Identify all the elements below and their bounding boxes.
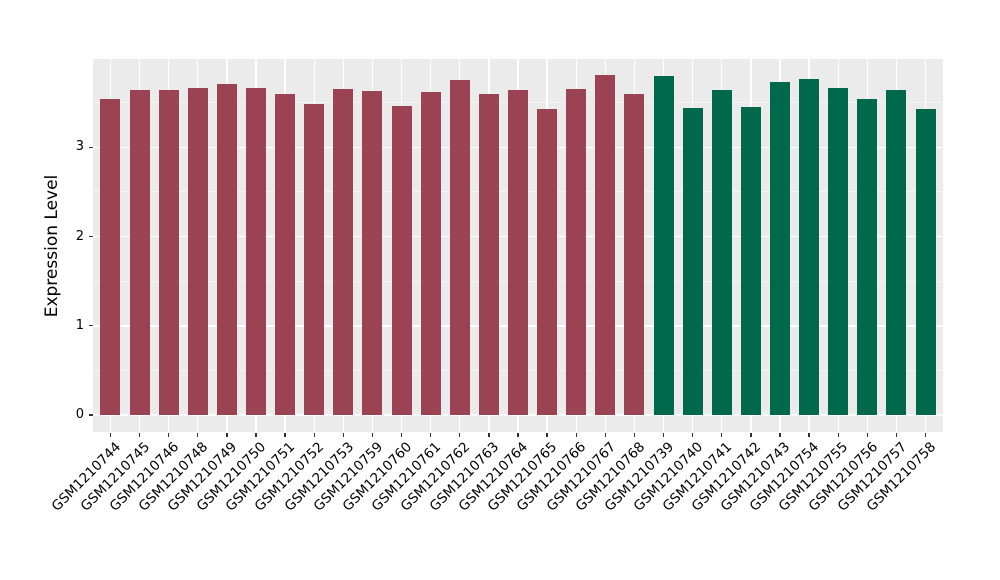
y-tick-label-1: 1 bbox=[75, 317, 84, 333]
bar-GSM1210764 bbox=[508, 90, 528, 416]
bar-GSM1210759 bbox=[362, 91, 383, 416]
x-tick-mark-GSM1210767 bbox=[604, 433, 606, 437]
x-tick-mark-GSM1210744 bbox=[109, 433, 112, 437]
bar-GSM1210753 bbox=[333, 89, 354, 416]
bar-GSM1210763 bbox=[478, 93, 499, 416]
y-tick-mark-2 bbox=[89, 235, 93, 238]
bar-GSM1210760 bbox=[391, 106, 412, 416]
x-tick-mark-GSM1210761 bbox=[430, 433, 432, 437]
x-tick-mark-GSM1210757 bbox=[895, 433, 898, 437]
x-tick-mark-GSM1210741 bbox=[721, 433, 723, 437]
bar-GSM1210761 bbox=[420, 92, 441, 416]
x-tick-mark-GSM1210755 bbox=[837, 433, 839, 437]
bar-GSM1210767 bbox=[595, 75, 616, 416]
bar-GSM1210743 bbox=[769, 82, 790, 416]
bar-GSM1210744 bbox=[100, 99, 121, 416]
bar-GSM1210758 bbox=[915, 108, 936, 416]
bar-GSM1210749 bbox=[216, 83, 237, 416]
x-tick-mark-GSM1210742 bbox=[750, 433, 752, 437]
x-tick-mark-GSM1210743 bbox=[779, 433, 781, 437]
x-tick-mark-GSM1210754 bbox=[808, 433, 810, 437]
x-tick-mark-GSM1210745 bbox=[138, 433, 141, 437]
bar-GSM1210742 bbox=[740, 107, 761, 416]
x-tick-mark-GSM1210748 bbox=[197, 433, 199, 437]
y-tick-mark-0 bbox=[89, 414, 93, 416]
bar-GSM1210762 bbox=[449, 79, 470, 416]
x-tick-mark-GSM1210763 bbox=[488, 433, 490, 437]
x-tick-mark-GSM1210768 bbox=[633, 433, 636, 437]
bar-GSM1210740 bbox=[682, 108, 703, 416]
x-tick-mark-GSM1210764 bbox=[517, 433, 519, 437]
x-tick-mark-GSM1210760 bbox=[400, 433, 403, 437]
bar-GSM1210766 bbox=[566, 89, 587, 416]
x-tick-mark-GSM1210756 bbox=[866, 433, 868, 437]
bar-GSM1210741 bbox=[711, 90, 732, 416]
plot-panel bbox=[93, 59, 943, 432]
bar-GSM1210751 bbox=[275, 93, 296, 416]
bar-GSM1210739 bbox=[653, 75, 674, 416]
x-tick-mark-GSM1210746 bbox=[168, 433, 170, 437]
y-tick-mark-3 bbox=[89, 146, 93, 148]
bar-GSM1210756 bbox=[857, 99, 878, 416]
x-tick-mark-GSM1210739 bbox=[662, 433, 665, 437]
bar-GSM1210754 bbox=[799, 78, 820, 416]
bar-GSM1210745 bbox=[129, 90, 150, 416]
x-tick-mark-GSM1210753 bbox=[342, 433, 344, 437]
y-tick-label-3: 3 bbox=[75, 139, 84, 155]
x-tick-mark-GSM1210752 bbox=[313, 433, 315, 437]
bar-GSM1210750 bbox=[246, 87, 266, 416]
x-tick-mark-GSM1210751 bbox=[284, 433, 286, 437]
x-tick-mark-GSM1210749 bbox=[226, 433, 228, 437]
x-tick-mark-GSM1210740 bbox=[692, 433, 694, 437]
x-tick-mark-GSM1210758 bbox=[924, 433, 927, 437]
bar-GSM1210765 bbox=[537, 108, 558, 416]
x-tick-mark-GSM1210750 bbox=[255, 433, 257, 437]
bar-GSM1210746 bbox=[158, 90, 179, 416]
y-tick-label-2: 2 bbox=[75, 228, 84, 244]
y-tick-mark-1 bbox=[89, 325, 93, 327]
y-axis-title: Expression Level bbox=[42, 174, 62, 318]
bar-GSM1210752 bbox=[304, 103, 325, 416]
bar-GSM1210768 bbox=[624, 93, 645, 416]
bar-GSM1210755 bbox=[828, 87, 849, 416]
x-tick-mark-GSM1210759 bbox=[371, 433, 374, 437]
x-tick-mark-GSM1210762 bbox=[459, 433, 461, 437]
bar-GSM1210748 bbox=[187, 87, 208, 416]
bar-GSM1210757 bbox=[886, 90, 907, 416]
x-tick-mark-GSM1210766 bbox=[575, 433, 577, 437]
x-tick-mark-GSM1210765 bbox=[546, 433, 548, 437]
y-tick-label-0: 0 bbox=[75, 407, 84, 423]
